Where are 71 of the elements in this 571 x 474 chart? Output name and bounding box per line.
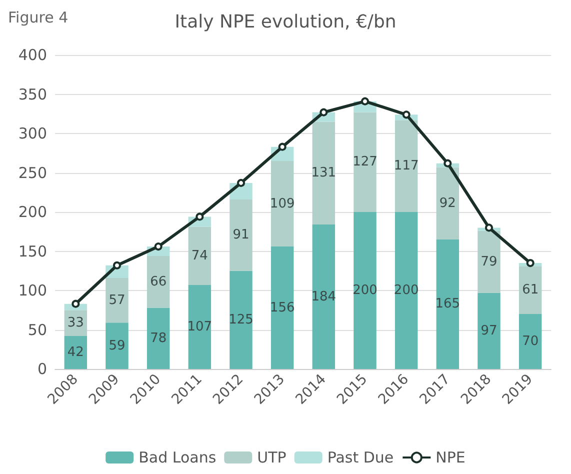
data-label: 74: [191, 248, 208, 264]
y-tick-label: 0: [37, 360, 47, 378]
bar: [312, 122, 336, 225]
bar: [64, 336, 88, 369]
data-label: 97: [480, 323, 498, 338]
point: [72, 300, 80, 308]
y-tick-label: 200: [18, 203, 47, 221]
y-tick-label: 350: [18, 85, 47, 104]
legend-label: Past Due: [327, 448, 394, 466]
bar: [146, 256, 170, 308]
y-tick-label: 400: [18, 46, 47, 64]
point: [154, 242, 162, 251]
bar: [518, 266, 542, 314]
data-label: 33: [67, 316, 84, 331]
data-label: 59: [108, 338, 126, 354]
bar: [354, 112, 376, 212]
point: [196, 212, 204, 221]
bar: [312, 224, 336, 369]
bar: [354, 212, 376, 369]
data-label: 57: [108, 292, 126, 308]
bar: [436, 167, 460, 240]
y-tick-label: 150: [18, 242, 47, 260]
data-label: 117: [394, 158, 419, 174]
data-label: 92: [439, 196, 456, 211]
bar: [270, 246, 294, 369]
data-label: 42: [67, 345, 84, 360]
legend-label: Bad Loans: [138, 448, 216, 466]
point: [526, 259, 534, 268]
bar: [106, 278, 128, 323]
bar: [230, 199, 252, 271]
point: [320, 108, 328, 116]
bar: [478, 292, 500, 369]
data-label: 200: [352, 283, 378, 298]
bar: [394, 120, 418, 212]
data-label: 109: [270, 196, 295, 212]
bar: [230, 270, 252, 369]
bar: [270, 160, 294, 247]
point: [237, 178, 245, 187]
bar: [188, 226, 212, 286]
data-label: 107: [187, 320, 212, 335]
legend-label: UTP: [257, 448, 286, 466]
bar: [106, 322, 128, 369]
bar: [188, 285, 212, 369]
bar: [394, 212, 418, 369]
y-tick-label: 300: [18, 124, 47, 142]
data-label: 61: [522, 282, 539, 298]
data-label: 70: [522, 334, 539, 350]
bar: [436, 239, 460, 369]
data-label: 125: [228, 312, 254, 328]
point: [278, 142, 286, 151]
point: [485, 224, 493, 232]
bar: [478, 230, 500, 293]
caption: Figure 4: [8, 8, 68, 26]
y-tick-label: 250: [18, 164, 47, 182]
data-label: 66: [150, 274, 167, 290]
data-label: 91: [232, 228, 250, 243]
point: [113, 261, 121, 270]
legend-label: NPE: [436, 448, 466, 466]
y-tick-label: 50: [28, 320, 47, 339]
data-label: 127: [352, 154, 378, 170]
data-label: 131: [311, 166, 336, 181]
point: [444, 159, 452, 168]
chart-title: Italy NPE evolution, €/bn: [174, 12, 396, 32]
bar: [518, 314, 542, 369]
data-label: 78: [150, 330, 167, 346]
point: [402, 110, 410, 119]
point: [361, 97, 369, 106]
bar: [146, 308, 170, 369]
y-tick-label: 100: [18, 282, 47, 300]
data-label: 79: [480, 254, 498, 270]
data-label: 165: [435, 296, 460, 312]
